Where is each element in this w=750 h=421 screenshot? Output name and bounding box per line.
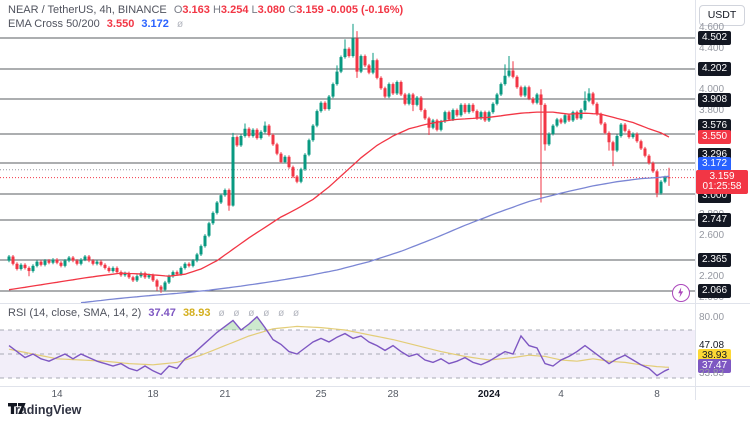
indicator-name: EMA Cross 50/200: [8, 18, 100, 30]
rsi-title: RSI (14, close, SMA, 14, 2): [8, 307, 142, 319]
open-key: O: [173, 4, 183, 16]
time-label: 18: [147, 389, 159, 400]
time-label: 8: [654, 389, 660, 400]
price-level-label: 4.202: [698, 62, 732, 77]
hidden-plot-icon[interactable]: ø: [176, 19, 187, 30]
rsi-ma-line: [8, 325, 670, 368]
low-value: 3.080: [257, 4, 286, 16]
price-level-lines: [0, 37, 695, 292]
last-price-value: 3.159: [709, 171, 735, 182]
ema-cross-legend[interactable]: EMA Cross 50/200 3.550 3.172 ø: [8, 18, 186, 30]
rsi-legend[interactable]: RSI (14, close, SMA, 14, 2) 37.47 38.93 …: [8, 307, 302, 319]
rsi-axis-label: 47.08: [699, 340, 725, 351]
low-key: L: [251, 4, 258, 16]
close-key: C: [288, 4, 297, 16]
last-price-label: 3.159 01:25:58: [696, 170, 748, 194]
rsi-axis-label: 37.47: [698, 359, 732, 373]
lightning-icon[interactable]: [672, 284, 690, 302]
price-level-label: 2.365: [698, 253, 732, 268]
high-value: 3.254: [220, 4, 249, 16]
currency-toggle-button[interactable]: USDT: [699, 5, 745, 26]
time-label: 25: [315, 389, 327, 400]
price-tick: 4.400: [699, 42, 725, 54]
hidden-plots-icons[interactable]: ø ø ø ø ø ø: [218, 308, 303, 319]
symbol-legend[interactable]: NEAR / TetherUS, 4h, BINANCE O3.163 H3.2…: [8, 4, 403, 16]
open-value: 3.163: [182, 4, 210, 16]
rsi-axis-label: 80.00: [699, 312, 725, 323]
rsi-value: 37.47: [148, 307, 176, 319]
ema200-price-label: 3.172: [698, 157, 732, 171]
price-tick: 2.200: [699, 271, 725, 283]
time-label: 4: [558, 389, 564, 400]
tradingview-logo-icon: [8, 403, 26, 414]
time-label: 28: [387, 389, 399, 400]
tradingview-logo[interactable]: TradingView: [8, 403, 81, 417]
time-label: 14: [51, 389, 63, 400]
ema50-value: 3.550: [106, 18, 135, 30]
ema200-line: [80, 175, 670, 304]
price-tick: 2.600: [699, 229, 725, 241]
time-label: 2024: [477, 389, 501, 400]
price-tick: 4.000: [699, 84, 725, 96]
price-level-label: 3.576: [698, 119, 732, 133]
price-level-label: 4.502: [698, 31, 732, 46]
tradingview-logo-text: TradingView: [8, 403, 82, 417]
ema50-price-label: 3.550: [698, 130, 732, 144]
ema50-line: [8, 111, 670, 291]
close-value: 3.159: [296, 4, 324, 16]
price-level-label: 2.747: [698, 213, 732, 228]
price-level-label: 3.908: [698, 92, 732, 107]
price-level-label: 2.066: [698, 284, 732, 299]
rsi-ma-value: 38.93: [182, 307, 211, 319]
candlestick-series: [7, 23, 671, 293]
rsi-axis-label: 33.83: [699, 368, 725, 379]
price-tick: 4.600: [699, 22, 725, 33]
bar-countdown: 01:25:58: [702, 181, 742, 192]
symbol-title: NEAR / TetherUS, 4h, BINANCE: [8, 4, 167, 16]
change-value: -0.005 (-0.16%): [326, 4, 404, 16]
rsi-line: [8, 315, 670, 377]
high-key: H: [212, 4, 221, 16]
price-tick: 3.800: [699, 105, 725, 117]
time-label: 21: [219, 389, 231, 400]
ema200-value: 3.172: [141, 18, 169, 30]
